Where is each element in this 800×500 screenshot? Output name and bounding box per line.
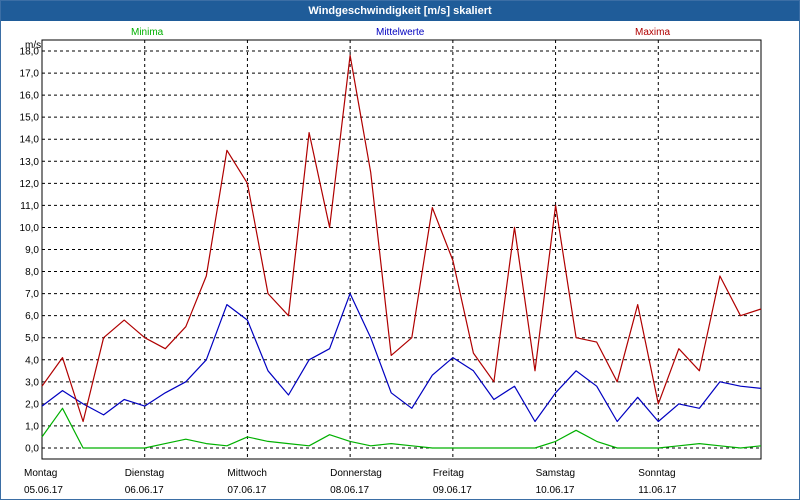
plot-area: 18,0 17,0 16,0 15,0 14,0 13,0 12,0 11,0 10,0 9,0 8… xyxy=(20,39,762,496)
y-tick-label: 16,0 xyxy=(20,91,40,102)
plot-frame xyxy=(41,39,762,460)
y-tick-label: 14,0 xyxy=(20,135,40,146)
y-tick-label: 13,0 xyxy=(20,157,40,168)
x-tick-label-date: 10.06.17 xyxy=(536,485,575,496)
y-tick-label: 17,0 xyxy=(20,69,40,80)
series-line-minima xyxy=(41,407,762,449)
y-tick-label: 8,0 xyxy=(25,267,39,278)
x-tick-label-date: 07.06.17 xyxy=(227,485,266,496)
legend-mittelwerte: Mittelwerte xyxy=(376,27,425,38)
y-tick-label: 18,0 xyxy=(20,47,40,58)
x-tick-label-day: Donnerstag xyxy=(330,468,382,479)
window-title: Windgeschwindigkeit [m/s] skaliert xyxy=(1,1,799,21)
x-tick-label-day: Sonntag xyxy=(638,468,675,479)
x-tick-label-day: Freitag xyxy=(433,468,464,479)
series-line-maxima xyxy=(41,54,762,423)
y-tick-label: 10,0 xyxy=(20,223,40,234)
y-axis-unit: m/s xyxy=(25,40,41,51)
x-tick-label-day: Montag xyxy=(24,468,57,479)
y-tick-label: 11,0 xyxy=(20,201,39,212)
x-tick-label-date: 08.06.17 xyxy=(330,485,369,496)
x-tick-label-date: 09.06.17 xyxy=(433,485,472,496)
x-tick-label-day: Samstag xyxy=(536,468,575,479)
y-tick-label: 15,0 xyxy=(20,113,40,124)
y-tick-label: 7,0 xyxy=(25,289,39,300)
y-tick-label: 2,0 xyxy=(25,399,39,410)
legend-minima: Minima xyxy=(131,27,164,38)
y-tick-label: 5,0 xyxy=(25,333,39,344)
y-tick-label: 1,0 xyxy=(25,421,39,432)
x-tick-label-day: Dienstag xyxy=(125,468,164,479)
legend-maxima: Maxima xyxy=(635,27,670,38)
series-line-mittelwerte xyxy=(41,293,762,423)
y-tick-label: 0,0 xyxy=(25,443,39,454)
x-tick-label-date: 06.06.17 xyxy=(125,485,164,496)
x-tick-label-date: 05.06.17 xyxy=(24,485,63,496)
y-tick-label: 6,0 xyxy=(25,311,39,322)
x-tick-label-date: 11.06.17 xyxy=(638,485,677,496)
y-tick-label: 9,0 xyxy=(25,245,39,256)
y-tick-label: 4,0 xyxy=(25,355,39,366)
y-tick-label: 3,0 xyxy=(25,377,39,388)
x-tick-label-day: Mittwoch xyxy=(227,468,266,479)
y-tick-label: 12,0 xyxy=(20,179,40,190)
